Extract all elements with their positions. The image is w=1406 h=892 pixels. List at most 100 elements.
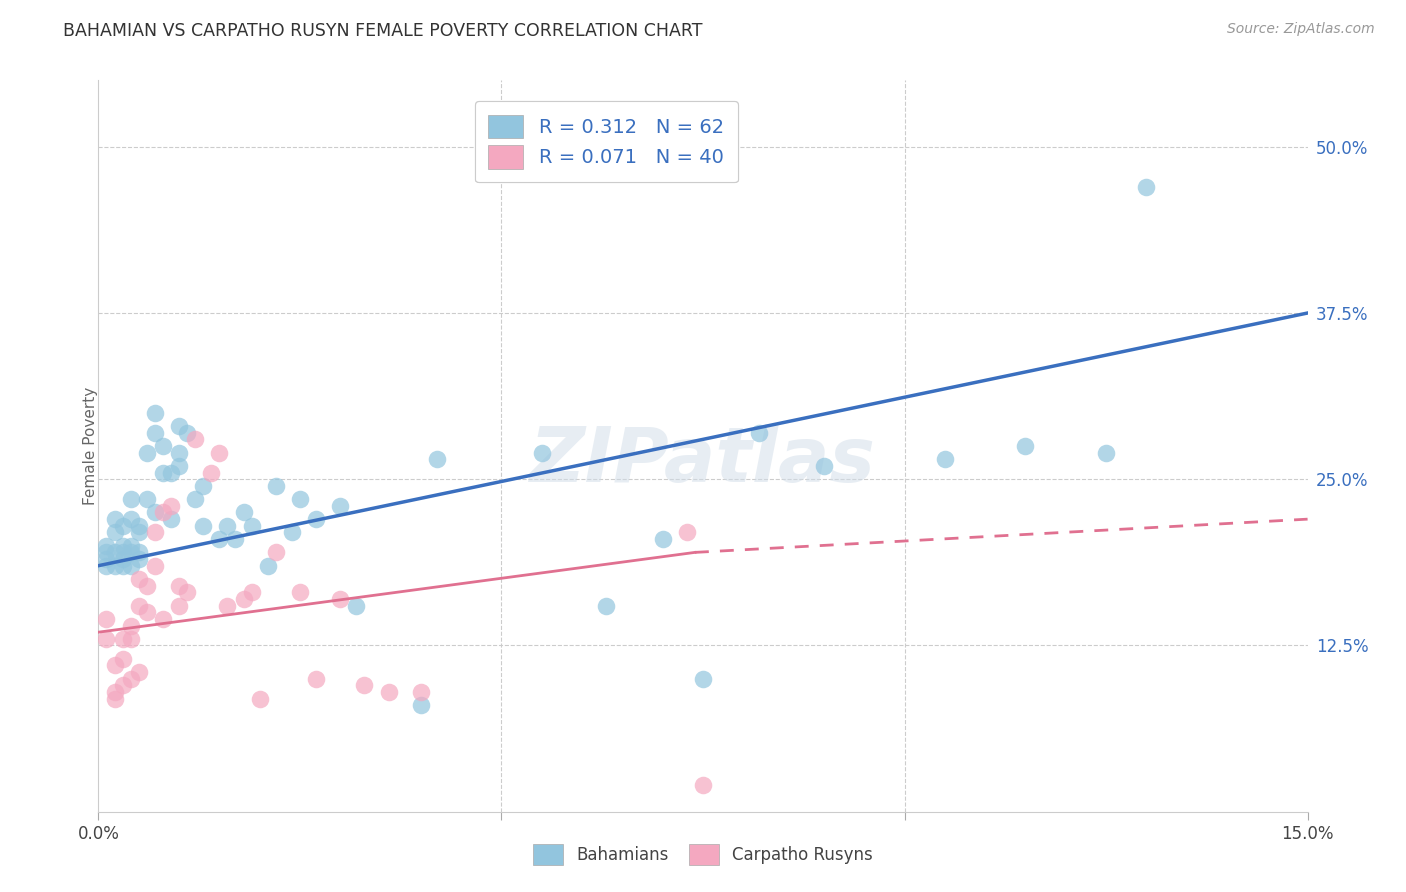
- Point: [167, 445, 190, 459]
- Point: [264, 479, 287, 493]
- Legend: R = 0.312   N = 62, R = 0.071   N = 40: R = 0.312 N = 62, R = 0.071 N = 40: [475, 101, 738, 183]
- Point: [143, 525, 166, 540]
- Point: [96, 539, 118, 553]
- Point: [111, 678, 134, 692]
- Point: [288, 492, 311, 507]
- Point: [240, 585, 263, 599]
- Point: [193, 518, 215, 533]
- Point: [128, 552, 150, 566]
- Text: ZIPatlas: ZIPatlas: [530, 424, 876, 498]
- Point: [264, 545, 287, 559]
- Point: [96, 545, 118, 559]
- Point: [167, 458, 190, 473]
- Point: [193, 479, 215, 493]
- Point: [135, 445, 157, 459]
- Point: [813, 458, 835, 473]
- Point: [426, 452, 449, 467]
- Point: [256, 558, 278, 573]
- Point: [305, 512, 328, 526]
- Point: [288, 585, 311, 599]
- Point: [96, 552, 118, 566]
- Point: [377, 685, 399, 699]
- Point: [135, 579, 157, 593]
- Point: [152, 506, 174, 520]
- Point: [329, 499, 352, 513]
- Point: [143, 425, 166, 440]
- Point: [344, 599, 367, 613]
- Point: [128, 665, 150, 679]
- Point: [120, 618, 142, 632]
- Point: [120, 632, 142, 646]
- Point: [143, 506, 166, 520]
- Point: [111, 652, 134, 666]
- Point: [1095, 445, 1118, 459]
- Point: [1135, 179, 1157, 194]
- Point: [111, 518, 134, 533]
- Point: [120, 558, 142, 573]
- Point: [120, 672, 142, 686]
- Point: [160, 466, 183, 480]
- Point: [176, 585, 198, 599]
- Point: [96, 632, 118, 646]
- Text: Source: ZipAtlas.com: Source: ZipAtlas.com: [1227, 22, 1375, 37]
- Point: [281, 525, 304, 540]
- Point: [120, 545, 142, 559]
- Point: [128, 518, 150, 533]
- Point: [143, 558, 166, 573]
- Point: [111, 539, 134, 553]
- Point: [103, 512, 125, 526]
- Point: [160, 499, 183, 513]
- Point: [111, 552, 134, 566]
- Point: [676, 525, 699, 540]
- Point: [128, 545, 150, 559]
- Point: [103, 545, 125, 559]
- Point: [143, 406, 166, 420]
- Point: [111, 545, 134, 559]
- Point: [103, 685, 125, 699]
- Point: [120, 512, 142, 526]
- Point: [135, 492, 157, 507]
- Point: [224, 532, 246, 546]
- Point: [240, 518, 263, 533]
- Point: [184, 492, 207, 507]
- Point: [167, 579, 190, 593]
- Point: [409, 685, 432, 699]
- Point: [152, 466, 174, 480]
- Point: [128, 599, 150, 613]
- Point: [128, 525, 150, 540]
- Point: [120, 539, 142, 553]
- Point: [111, 632, 134, 646]
- Point: [128, 572, 150, 586]
- Point: [249, 691, 271, 706]
- Point: [152, 612, 174, 626]
- Point: [120, 492, 142, 507]
- Point: [1014, 439, 1036, 453]
- Point: [353, 678, 375, 692]
- Point: [305, 672, 328, 686]
- Point: [103, 525, 125, 540]
- Point: [232, 506, 254, 520]
- Point: [409, 698, 432, 713]
- Point: [748, 425, 770, 440]
- Point: [176, 425, 198, 440]
- Point: [530, 445, 553, 459]
- Point: [167, 599, 190, 613]
- Y-axis label: Female Poverty: Female Poverty: [83, 387, 97, 505]
- Point: [96, 558, 118, 573]
- Point: [96, 612, 118, 626]
- Point: [184, 433, 207, 447]
- Point: [651, 532, 673, 546]
- Point: [692, 778, 714, 792]
- Point: [103, 558, 125, 573]
- Point: [692, 672, 714, 686]
- Point: [103, 691, 125, 706]
- Point: [217, 518, 239, 533]
- Point: [934, 452, 956, 467]
- Point: [103, 658, 125, 673]
- Point: [135, 605, 157, 619]
- Point: [200, 466, 222, 480]
- Point: [208, 532, 231, 546]
- Point: [208, 445, 231, 459]
- Point: [217, 599, 239, 613]
- Point: [595, 599, 617, 613]
